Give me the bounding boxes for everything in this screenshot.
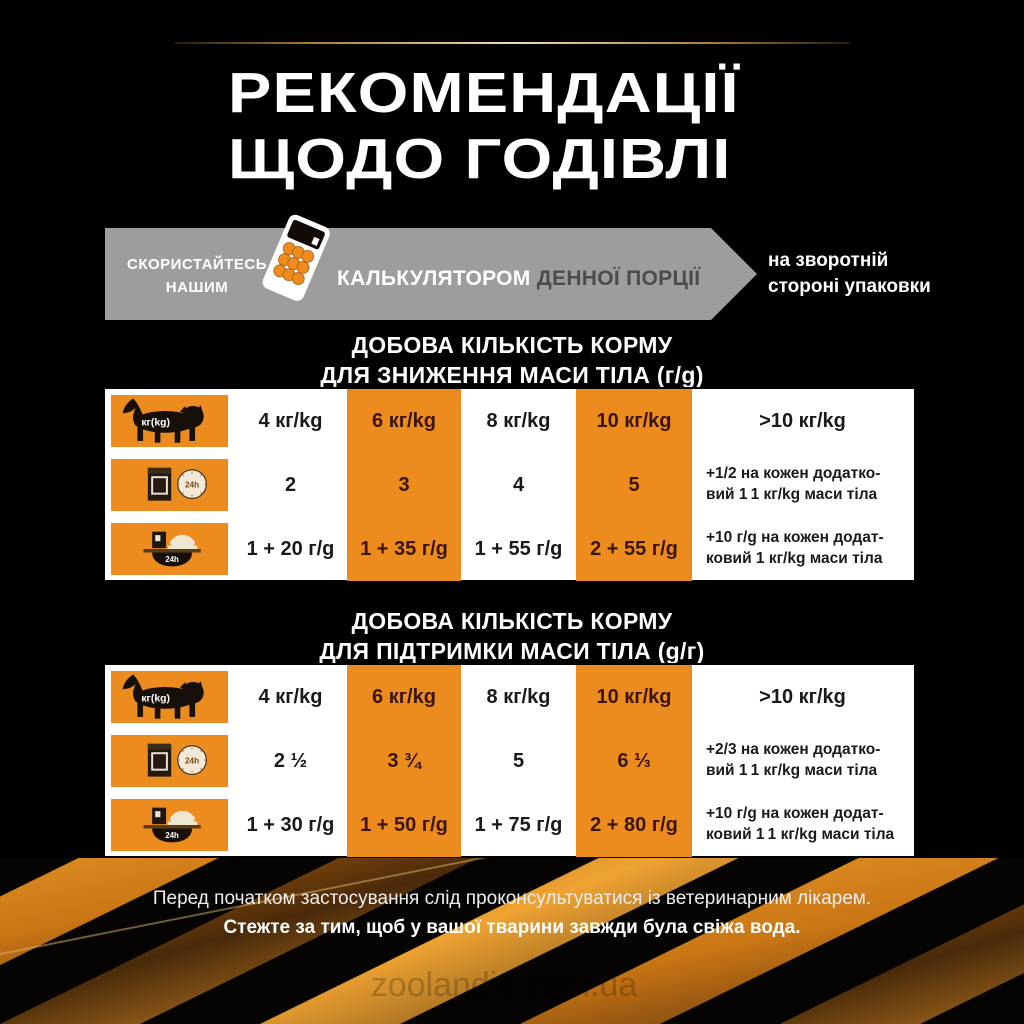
svg-text:24h: 24h	[185, 481, 199, 490]
svg-text:24h: 24h	[185, 757, 199, 766]
svg-text:кг(kg): кг(kg)	[141, 693, 170, 704]
svg-text:кг(kg): кг(kg)	[141, 417, 170, 428]
svg-text:zoolandia.com.ua: zoolandia.com.ua	[371, 966, 638, 1004]
svg-text:24h: 24h	[165, 831, 179, 840]
svg-text:24h: 24h	[165, 555, 179, 564]
